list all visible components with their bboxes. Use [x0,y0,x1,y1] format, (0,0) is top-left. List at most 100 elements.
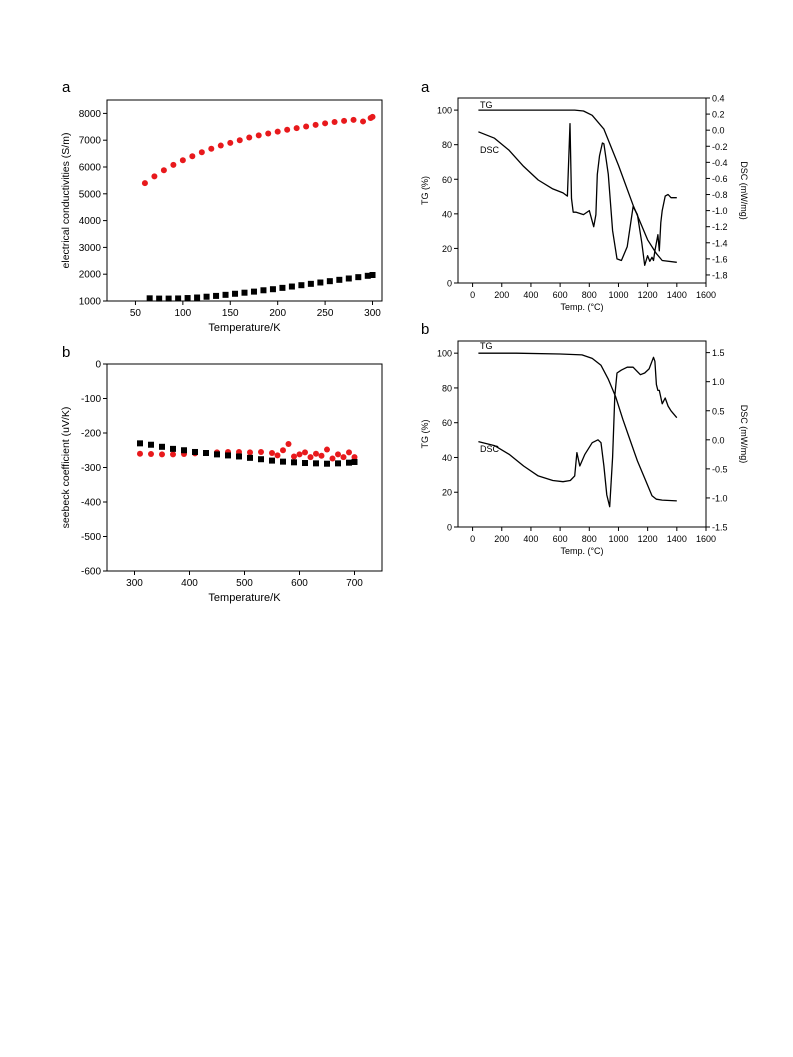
data-point [274,128,281,135]
data-point [156,295,163,302]
data-point [313,450,319,457]
panel-label: b [421,321,429,338]
data-point [159,451,165,458]
data-point [318,452,325,459]
data-point [232,290,239,297]
y-tick-label: 3000 [79,243,102,254]
y2-tick-label: 0.0 [712,435,725,445]
data-point [302,460,308,467]
panel-label: a [421,79,430,96]
y-tick-label: 0 [95,360,101,371]
x-tick-label: 200 [494,290,509,300]
data-point [247,454,253,461]
y-axis-label: TG (%) [420,420,430,449]
data-point [280,447,286,454]
data-point [194,294,201,301]
data-point [137,450,143,457]
data-point [369,272,376,279]
data-point [322,120,329,127]
data-point [236,137,243,144]
data-point [274,452,281,459]
data-point [291,459,297,466]
data-point [369,113,376,120]
x-tick-label: 300 [126,578,143,589]
x-tick-label: 1000 [608,290,628,300]
data-point [307,454,314,461]
data-point [170,445,176,452]
y-tick-label: -600 [81,567,101,578]
y-tick-label: 5000 [79,189,102,200]
data-point [336,276,343,283]
y-tick-label: 100 [437,349,452,359]
series-line-dsc [478,356,678,508]
y-tick-label: -100 [81,394,101,405]
data-point [217,142,224,149]
data-point [341,117,348,124]
x-axis-label: Temperature/K [208,322,281,334]
y-tick-label: 80 [442,140,452,150]
y2-tick-label: -0.2 [712,142,728,152]
data-point [302,449,308,456]
data-point [137,440,143,447]
data-point [350,116,357,123]
plot-frame [457,97,707,284]
x-tick-label: 600 [553,534,568,544]
x-tick-label: 1000 [608,534,628,544]
y2-tick-label: -0.4 [712,158,728,168]
data-point [170,451,176,458]
x-axis-label: Temp. (°C) [560,302,603,312]
x-tick-label: 1600 [696,534,716,544]
data-point [331,118,338,125]
data-point [265,130,272,137]
y-tick-label: -500 [81,532,101,543]
y-tick-label: 1000 [79,297,102,308]
data-point [203,450,209,457]
data-point [280,458,286,465]
data-point [285,441,292,448]
y2-tick-label: -1.8 [712,270,728,280]
y2-tick-label: -1.4 [712,238,728,248]
data-point [346,449,352,456]
data-point [225,452,231,459]
x-tick-label: 1600 [696,290,716,300]
data-point [246,134,253,141]
y2-tick-label: -1.6 [712,254,728,264]
data-point [181,447,187,454]
panel-label: a [62,79,71,96]
x-tick-label: 0 [470,290,475,300]
curve-label-tg: TG [480,341,493,351]
data-point [291,453,297,460]
y2-tick-label: 1.0 [712,377,725,387]
x-tick-label: 1200 [638,290,658,300]
data-point [351,458,358,465]
plot-frame [457,340,707,528]
y2-tick-label: -1.0 [712,493,728,503]
x-tick-label: 400 [523,534,538,544]
data-point [151,173,158,180]
x-tick-label: 200 [269,308,286,319]
y-tick-label: 40 [442,209,452,219]
data-point [279,284,286,291]
y-axis-label: seebeck coefficient (uV/K) [60,407,72,529]
data-point [345,275,352,282]
x-tick-label: 700 [346,578,363,589]
y2-tick-label: 0.0 [712,126,725,136]
x-tick-label: 600 [553,290,568,300]
y-tick-label: 60 [442,175,452,185]
x-tick-label: 150 [222,308,239,319]
data-point [364,272,371,279]
data-point [329,455,336,462]
y2-tick-label: -0.8 [712,190,728,200]
series-line-tg [478,109,677,263]
data-point [141,180,148,187]
y-tick-label: 40 [442,453,452,463]
x-tick-label: 500 [236,578,253,589]
data-point [313,460,319,467]
x-tick-label: 800 [582,290,597,300]
data-point [260,287,267,294]
y-tick-label: 80 [442,383,452,393]
data-point [269,450,275,457]
y2-tick-label: 1.5 [712,348,725,358]
y2-tick-label: -1.5 [712,523,728,533]
